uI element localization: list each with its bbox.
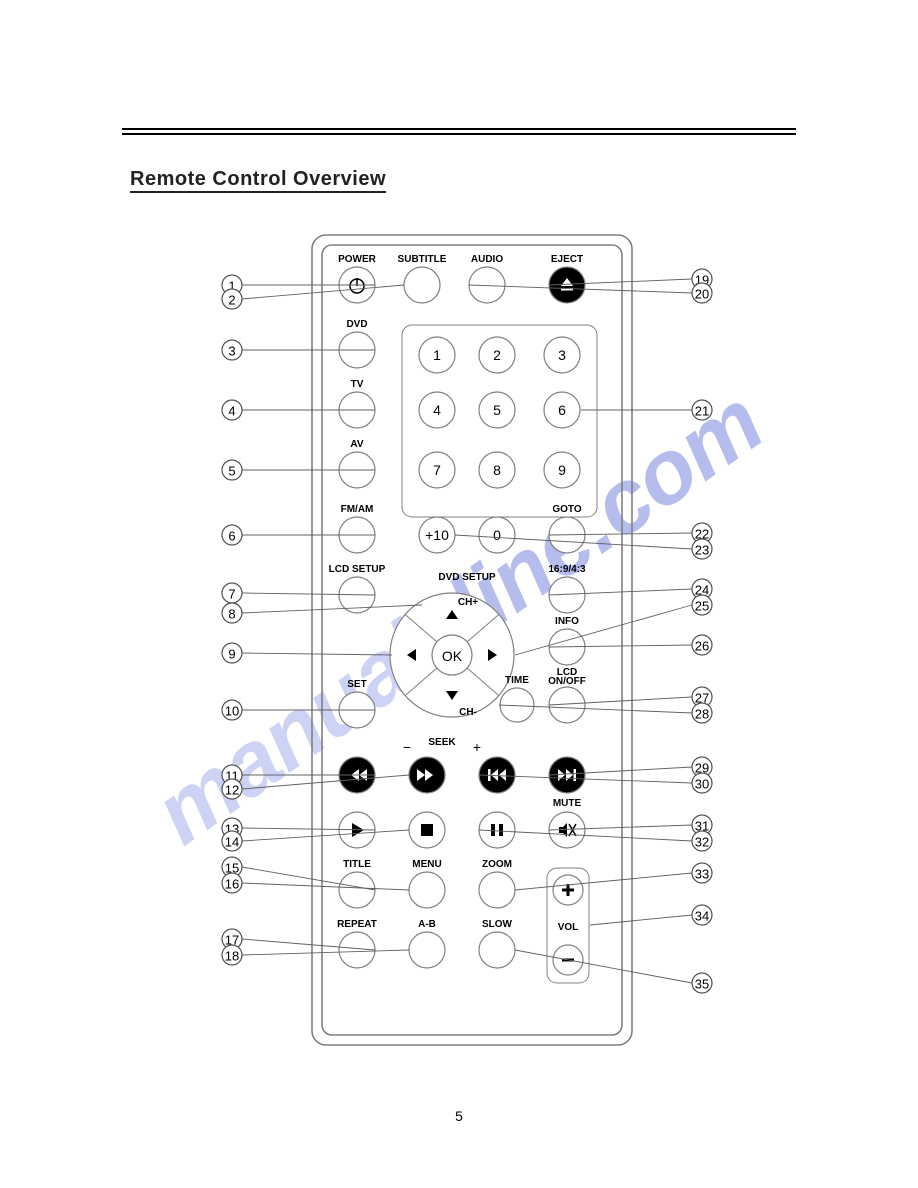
- page-number: 5: [0, 1108, 918, 1124]
- svg-text:7: 7: [228, 587, 235, 602]
- svg-text:A-B: A-B: [418, 919, 436, 930]
- top-double-rule: [122, 128, 796, 135]
- svg-text:SUBTITLE: SUBTITLE: [398, 254, 447, 265]
- svg-text:34: 34: [695, 909, 709, 924]
- svg-text:0: 0: [493, 527, 501, 543]
- svg-text:16: 16: [225, 877, 239, 892]
- svg-text:5: 5: [493, 402, 501, 418]
- remote-diagram: POWERSUBTITLEAUDIOEJECTDVDTVAVFM/AM12345…: [122, 235, 802, 1085]
- svg-text:8: 8: [493, 462, 501, 478]
- page: Remote Control Overview manualsline.com …: [0, 0, 918, 1188]
- svg-text:14: 14: [225, 835, 239, 850]
- svg-text:8: 8: [228, 607, 235, 622]
- svg-text:5: 5: [228, 464, 235, 479]
- svg-text:4: 4: [228, 404, 235, 419]
- svg-text:SEEK: SEEK: [428, 737, 456, 748]
- svg-text:20: 20: [695, 287, 709, 302]
- svg-text:INFO: INFO: [555, 616, 579, 627]
- svg-text:4: 4: [433, 402, 441, 418]
- svg-text:−: −: [403, 739, 411, 755]
- svg-text:32: 32: [695, 835, 709, 850]
- svg-text:SET: SET: [347, 679, 366, 690]
- svg-text:2: 2: [493, 347, 501, 363]
- svg-text:9: 9: [228, 647, 235, 662]
- svg-text:+10: +10: [425, 527, 449, 543]
- svg-text:21: 21: [695, 404, 709, 419]
- svg-text:7: 7: [433, 462, 441, 478]
- svg-text:AUDIO: AUDIO: [471, 254, 503, 265]
- svg-text:30: 30: [695, 777, 709, 792]
- svg-text:FM/AM: FM/AM: [341, 504, 374, 515]
- svg-text:MENU: MENU: [412, 859, 441, 870]
- svg-text:GOTO: GOTO: [552, 504, 581, 515]
- svg-text:CH+: CH+: [458, 597, 478, 608]
- svg-text:12: 12: [225, 783, 239, 798]
- svg-text:LCD SETUP: LCD SETUP: [329, 564, 386, 575]
- svg-text:35: 35: [695, 977, 709, 992]
- svg-text:+: +: [473, 739, 481, 755]
- svg-text:ZOOM: ZOOM: [482, 859, 512, 870]
- svg-text:23: 23: [695, 543, 709, 558]
- svg-text:3: 3: [228, 344, 235, 359]
- svg-text:26: 26: [695, 639, 709, 654]
- svg-text:DVD SETUP: DVD SETUP: [438, 572, 496, 583]
- svg-text:ON/OFF: ON/OFF: [548, 676, 586, 687]
- svg-text:6: 6: [228, 529, 235, 544]
- svg-text:2: 2: [228, 293, 235, 308]
- svg-text:OK: OK: [442, 648, 463, 664]
- svg-text:TITLE: TITLE: [343, 859, 371, 870]
- svg-text:EJECT: EJECT: [551, 254, 583, 265]
- svg-text:33: 33: [695, 867, 709, 882]
- svg-text:TIME: TIME: [505, 675, 529, 686]
- svg-text:CH-: CH-: [459, 707, 477, 718]
- svg-text:16:9/4:3: 16:9/4:3: [548, 564, 586, 575]
- svg-text:POWER: POWER: [338, 254, 377, 265]
- svg-text:AV: AV: [350, 439, 363, 450]
- svg-text:9: 9: [558, 462, 566, 478]
- svg-text:MUTE: MUTE: [553, 798, 582, 809]
- svg-text:SLOW: SLOW: [482, 919, 513, 930]
- svg-text:10: 10: [225, 704, 239, 719]
- section-title: Remote Control Overview: [130, 168, 386, 191]
- svg-text:28: 28: [695, 707, 709, 722]
- svg-text:VOL: VOL: [558, 922, 579, 933]
- svg-text:6: 6: [558, 402, 566, 418]
- svg-text:DVD: DVD: [346, 319, 367, 330]
- svg-text:3: 3: [558, 347, 566, 363]
- svg-text:18: 18: [225, 949, 239, 964]
- svg-text:25: 25: [695, 599, 709, 614]
- svg-text:TV: TV: [351, 379, 364, 390]
- svg-text:REPEAT: REPEAT: [337, 919, 377, 930]
- svg-text:1: 1: [433, 347, 441, 363]
